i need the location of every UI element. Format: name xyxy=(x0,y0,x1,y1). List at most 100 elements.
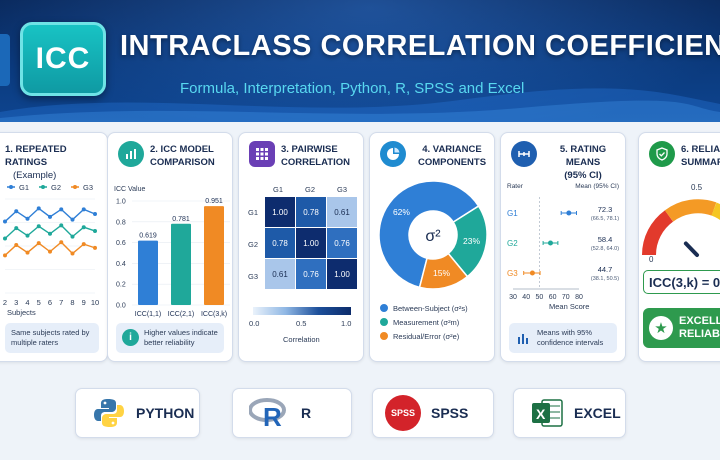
forest-x-tick: 60 xyxy=(549,294,557,301)
series-point-g2 xyxy=(93,228,97,233)
gauge-needle-line xyxy=(683,241,699,257)
forest-mean-point xyxy=(566,210,572,216)
spss-logo-icon: SPSS xyxy=(385,395,421,431)
series-point-g1 xyxy=(93,212,97,217)
heatmap-cell: 0.76 xyxy=(296,259,326,289)
legend-measurement-swatch xyxy=(380,318,388,326)
heatmap-cell: 1.00 xyxy=(265,197,295,227)
y-tick-label: 0.6 xyxy=(116,240,126,247)
card5-title-line1: 5. RATING MEANS xyxy=(559,144,607,168)
series-point-g3 xyxy=(14,243,19,248)
x-tick-label: 9 xyxy=(82,298,86,307)
legend-g3-dot xyxy=(73,185,77,189)
y-tick-label: 0.0 xyxy=(116,303,126,310)
donut-slices: 62% 23% 15% xyxy=(378,180,488,290)
forest-plot-marks: 30 40 50 60 70 80 G1 72.3 (66.5, 78.1) G2 58.4 (52.… xyxy=(507,197,619,301)
grid-icon xyxy=(249,141,275,167)
shield-check-icon xyxy=(649,141,675,167)
line-chart-xlabel: Subjects xyxy=(7,308,36,317)
donut-hole xyxy=(410,212,456,258)
hm-col-g2: G2 xyxy=(305,185,316,194)
gauge-needle xyxy=(683,241,699,257)
card2-title-line2: COMPARISON xyxy=(150,157,215,168)
hm-row-g3: G3 xyxy=(248,272,259,281)
tool-excel[interactable]: X EXCEL xyxy=(513,388,626,438)
tool-r-label: R xyxy=(301,405,312,421)
card4-title-line2: COMPONENTS xyxy=(417,157,487,168)
line-chart: G1 G2 G3 2 3 4 5 6 7 8 9 10 Subjects xyxy=(3,183,99,317)
bar-2 xyxy=(204,206,224,305)
header-glow xyxy=(0,0,720,122)
card5-title: 5. RATING MEANS (95% CI) xyxy=(543,143,623,182)
donut-legend: Between-Subject (σ²s) Measurement (σ²m) … xyxy=(380,301,492,343)
page-subtitle: Formula, Interpretation, Python, R, SPSS… xyxy=(180,80,525,97)
card2-title-line1: 2. ICC MODEL xyxy=(150,144,214,155)
scale-tick-1: 1.0 xyxy=(341,319,352,328)
verdict-text: EXCELLENT RELIABILITY xyxy=(679,315,720,341)
card4-title: 4. VARIANCE COMPONENTS xyxy=(412,143,492,169)
bar-category-label: ICC(3,k) xyxy=(201,311,227,318)
bar-value-label: 0.619 xyxy=(139,233,157,240)
card5-title-line2: (95% CI) xyxy=(564,170,602,181)
card-repeated-ratings: 1. REPEATED RATINGS (Example) G1 G2 G3 2… xyxy=(0,132,108,362)
scale-tick-0: 0.0 xyxy=(249,319,260,328)
y-tick-label: 0.4 xyxy=(116,261,126,268)
forest-x-tick: 30 xyxy=(509,294,517,301)
forest-x-tick: 70 xyxy=(562,294,570,301)
line-chart-x-ticks: 2 3 4 5 6 7 8 9 10 xyxy=(3,298,99,307)
legend-residual-swatch xyxy=(380,332,388,340)
series-point-g3 xyxy=(59,240,64,245)
card-icc-model-comparison: 2. ICC MODEL COMPARISON ICC Value 1.0 0.8… xyxy=(107,132,233,362)
series-point-g1 xyxy=(25,216,30,221)
card1-note: Same subjects rated by multiple raters xyxy=(5,323,99,353)
card4-title-line1: 4. VARIANCE xyxy=(422,144,482,155)
heatmap-cell: 0.61 xyxy=(327,197,357,227)
donut-slice-label: 15% xyxy=(433,268,450,278)
forest-row-label: G3 xyxy=(507,269,518,278)
bar-value-label: 0.951 xyxy=(205,198,223,205)
series-point-g1 xyxy=(59,207,64,212)
heatmap-cell: 0.76 xyxy=(327,228,357,258)
hm-row-g1: G1 xyxy=(248,208,259,217)
tool-r[interactable]: R R xyxy=(232,388,352,438)
series-point-g2 xyxy=(3,236,7,241)
excel-logo-icon: X xyxy=(530,396,564,430)
legend-between-label: Between-Subject (σ²s) xyxy=(393,303,468,313)
card1-title-text: 1. REPEATED RATINGS xyxy=(5,144,67,168)
series-point-g1 xyxy=(81,207,86,212)
heatmap-cell: 1.00 xyxy=(296,228,326,258)
forest-mean-value: 58.4 xyxy=(598,235,613,244)
heatmap-grid: 1.00 0.78 0.61 0.78 1.00 0.76 0.61 0.76 1.00 xyxy=(265,197,359,291)
line-chart-legend: G1 G2 G3 xyxy=(7,183,93,192)
series-point-g3 xyxy=(36,241,41,246)
scale-tick-05: 0.5 xyxy=(296,319,307,328)
card2-note: i Higher values indicate better reliabil… xyxy=(116,323,224,353)
pie-chart-icon xyxy=(380,141,406,167)
gauge-band-red xyxy=(642,210,674,256)
bar-chart-ylabel: ICC Value xyxy=(114,186,145,193)
tool-python[interactable]: PYTHON xyxy=(75,388,200,438)
forest-plot-xlabel: Mean Score xyxy=(549,302,589,311)
x-tick-label: 2 xyxy=(3,298,7,307)
line-chart-series xyxy=(3,206,97,258)
tool-spss[interactable]: SPSS SPSS xyxy=(372,388,494,438)
forest-mean-point xyxy=(547,240,553,246)
card3-title-line1: 3. PAIRWISE xyxy=(281,144,338,155)
series-point-g3 xyxy=(70,251,75,256)
y-tick-label: 0.2 xyxy=(116,282,126,289)
heatmap-cell: 0.78 xyxy=(265,228,295,258)
series-point-g2 xyxy=(81,225,86,230)
forest-ci-value: (66.5, 78.1) xyxy=(591,216,619,222)
card5-note-text: Means with 95% confidence intervals xyxy=(537,328,604,347)
donut-center-label: σ² xyxy=(425,228,441,245)
forest-x-tick: 40 xyxy=(522,294,530,301)
legend-g1-dot xyxy=(9,185,13,189)
card2-title: 2. ICC MODEL COMPARISON xyxy=(150,143,230,169)
forest-plot: 30 40 50 60 70 80 G1 72.3 (66.5, 78.1) G2 58.4 (52.… xyxy=(507,197,619,311)
x-tick-label: 4 xyxy=(25,298,29,307)
star-icon: ★ xyxy=(649,316,673,340)
gauge-tick-05: 0.5 xyxy=(691,183,703,192)
gauge xyxy=(642,199,720,257)
gauge-tick-0: 0 xyxy=(649,255,654,264)
hm-col-g3: G3 xyxy=(337,185,348,194)
